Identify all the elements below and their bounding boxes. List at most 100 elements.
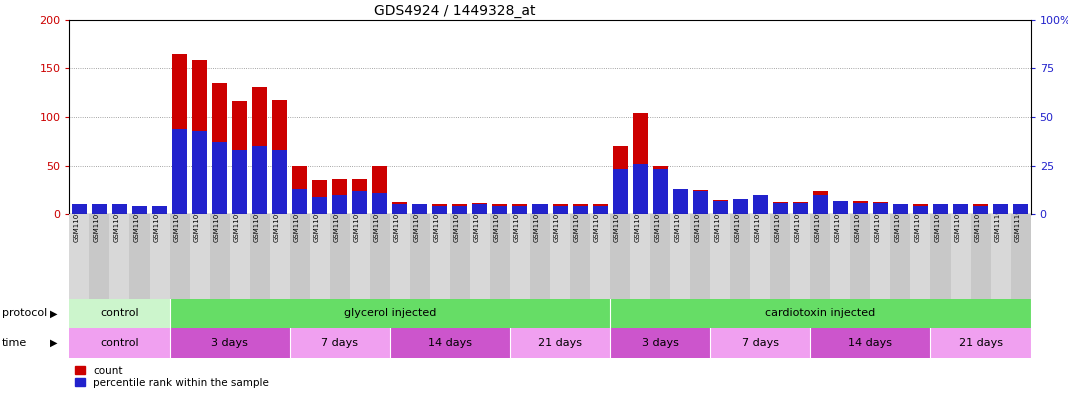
Bar (72, 204, 87, 214)
Text: GSM1109984: GSM1109984 (674, 195, 680, 242)
Bar (293, 189, 308, 214)
Bar (150, 214, 170, 299)
Text: GSM1109977: GSM1109977 (534, 195, 540, 242)
Bar (92, 206, 107, 214)
Text: GSM1109997: GSM1109997 (934, 195, 941, 242)
Bar (712, 200, 727, 214)
Bar (272, 100, 287, 214)
Bar (390, 328, 511, 358)
Bar (69, 214, 90, 299)
Bar (773, 202, 788, 214)
Bar (172, 54, 187, 214)
Bar (170, 214, 190, 299)
Text: GSM1109985: GSM1109985 (694, 195, 701, 242)
Text: GSM1109969: GSM1109969 (374, 195, 380, 242)
Text: GSM1109978: GSM1109978 (554, 195, 560, 242)
Bar (232, 101, 247, 214)
Bar (750, 214, 770, 299)
Bar (272, 150, 287, 214)
Bar (550, 214, 570, 299)
Bar (833, 200, 848, 214)
Text: 7 days: 7 days (742, 338, 779, 348)
Bar (289, 214, 310, 299)
Bar (910, 214, 930, 299)
Bar (330, 214, 350, 299)
Bar (312, 196, 327, 214)
Bar (490, 214, 511, 299)
Bar (831, 214, 850, 299)
Bar (293, 165, 308, 214)
Bar (412, 204, 427, 214)
Text: 14 days: 14 days (848, 338, 893, 348)
Bar (753, 195, 768, 214)
Bar (433, 204, 447, 214)
Text: GSM1109965: GSM1109965 (294, 195, 300, 242)
Bar (513, 206, 528, 214)
Bar (893, 204, 908, 214)
Bar (312, 180, 327, 214)
Bar (632, 113, 647, 214)
Bar (132, 206, 147, 214)
Text: GSM1109964: GSM1109964 (273, 195, 280, 242)
Bar (470, 214, 490, 299)
Bar (811, 328, 930, 358)
Bar (533, 204, 548, 214)
Bar (230, 214, 250, 299)
Text: 7 days: 7 days (321, 338, 358, 348)
Bar (472, 204, 487, 214)
Bar (492, 204, 507, 214)
Bar (170, 328, 289, 358)
Bar (112, 204, 127, 214)
Bar (310, 214, 330, 299)
Bar (373, 165, 388, 214)
Bar (833, 200, 848, 214)
Bar (610, 328, 710, 358)
Bar (412, 204, 427, 214)
Bar (853, 200, 868, 214)
Text: GSM1109998: GSM1109998 (955, 195, 960, 242)
Text: GSM1109991: GSM1109991 (815, 195, 820, 242)
Bar (90, 214, 109, 299)
Text: GSM1109987: GSM1109987 (735, 195, 740, 242)
Text: GSM1109966: GSM1109966 (314, 195, 319, 242)
Text: GSM1109970: GSM1109970 (394, 195, 399, 242)
Bar (991, 214, 1010, 299)
Bar (552, 206, 567, 214)
Bar (712, 200, 727, 214)
Text: GSM1109996: GSM1109996 (914, 195, 921, 242)
Bar (132, 208, 147, 214)
Text: GSM1109974: GSM1109974 (474, 195, 480, 242)
Text: GSM1109981: GSM1109981 (614, 195, 621, 242)
Text: protocol: protocol (2, 309, 47, 318)
Text: GSM1109993: GSM1109993 (854, 195, 861, 242)
Bar (352, 179, 367, 214)
Bar (190, 214, 209, 299)
Text: ▶: ▶ (50, 338, 58, 348)
Bar (252, 146, 267, 214)
Bar (993, 204, 1008, 214)
Bar (632, 163, 647, 214)
Bar (572, 206, 587, 214)
Text: GSM1109976: GSM1109976 (514, 195, 520, 242)
Bar (209, 214, 230, 299)
Bar (373, 193, 388, 214)
Text: GSM1109982: GSM1109982 (634, 195, 640, 242)
Bar (109, 214, 129, 299)
Bar (170, 299, 610, 328)
Legend: count, percentile rank within the sample: count, percentile rank within the sample (75, 366, 269, 388)
Bar (232, 150, 247, 214)
Bar (891, 214, 910, 299)
Bar (152, 206, 167, 214)
Text: GSM1109958: GSM1109958 (154, 195, 159, 242)
Text: control: control (100, 309, 139, 318)
Bar (429, 214, 450, 299)
Text: GSM1109963: GSM1109963 (254, 195, 260, 242)
Bar (933, 204, 948, 214)
Text: GSM1109986: GSM1109986 (714, 195, 720, 242)
Bar (433, 206, 447, 214)
Bar (953, 204, 968, 214)
Text: 14 days: 14 days (428, 338, 472, 348)
Bar (213, 83, 227, 214)
Bar (650, 214, 671, 299)
Bar (913, 206, 928, 214)
